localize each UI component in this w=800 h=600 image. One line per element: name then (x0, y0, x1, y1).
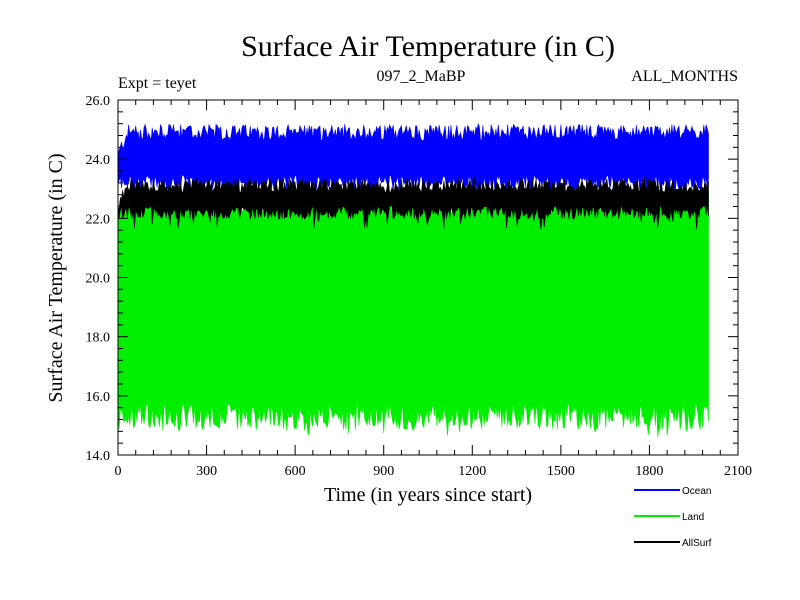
x-tick-label: 0 (115, 464, 122, 479)
x-tick-label: 300 (196, 464, 217, 479)
y-tick-label: 24.0 (86, 153, 111, 168)
legend-label: Ocean (682, 486, 711, 497)
x-tick-label: 1500 (547, 464, 575, 479)
legend-label: Land (682, 512, 704, 523)
axes: 0 300 600 900 1200 1500 1800 2100 14.0 16.0 18.0 20… (86, 94, 753, 479)
months-label: ALL_MONTHS (631, 68, 738, 85)
x-tick-label: 1200 (458, 464, 486, 479)
series-land-band (118, 186, 709, 437)
y-tick-label: 22.0 (86, 212, 111, 227)
legend-entry-allsurf: AllSurf (634, 538, 712, 549)
series-allsurf-band (118, 176, 709, 230)
y-tick-label: 18.0 (86, 331, 111, 346)
x-tick-label: 1800 (635, 464, 663, 479)
experiment-label: Expt = teyet (118, 75, 197, 92)
y-tick-label: 16.0 (86, 390, 111, 405)
y-tick-label: 20.0 (86, 272, 111, 287)
legend: Ocean Land AllSurf (634, 486, 712, 549)
y-tick-label: 14.0 (86, 449, 111, 464)
series-ocean-band (118, 122, 709, 197)
period-label: 097_2_MaBP (377, 68, 466, 85)
x-axis-label: Time (in years since start) (324, 484, 532, 506)
y-tick-label: 26.0 (86, 94, 111, 109)
x-tick-label: 900 (373, 464, 394, 479)
legend-entry-land: Land (634, 512, 704, 523)
x-tick-label: 2100 (724, 464, 752, 479)
plot-area (118, 122, 709, 437)
legend-entry-ocean: Ocean (634, 486, 711, 497)
y-axis-label: Surface Air Temperature (in C) (45, 153, 67, 402)
chart-title: Surface Air Temperature (in C) (241, 30, 615, 63)
legend-label: AllSurf (682, 538, 712, 549)
x-tick-label: 600 (285, 464, 306, 479)
